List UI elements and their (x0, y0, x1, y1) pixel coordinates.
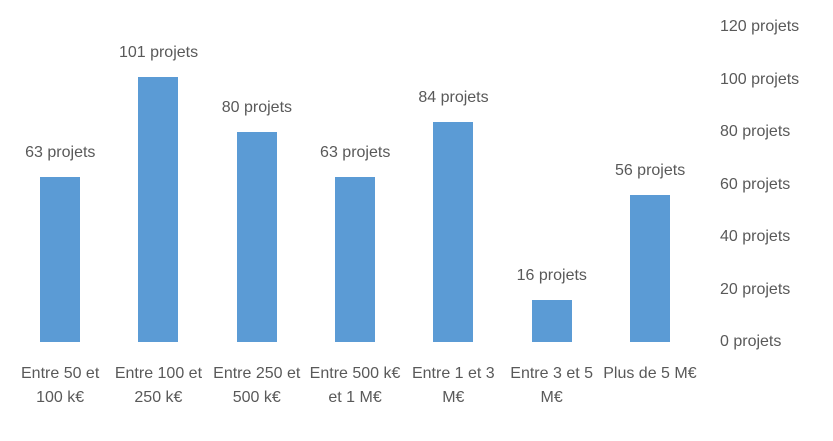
bar (629, 195, 670, 342)
y-tick-label: 0 projets (720, 333, 782, 350)
x-tick-label: Entre 1 et 3 M€ (411, 365, 495, 406)
data-label: 56 projets (614, 162, 686, 179)
data-label: 80 projets (221, 99, 293, 116)
bar (335, 176, 376, 342)
x-tick-label: Entre 100 et 250 k€ (114, 365, 203, 406)
x-tick-label: Plus de 5 M€ (603, 365, 697, 382)
x-tick-label: Entre 50 et 100 k€ (21, 365, 100, 406)
y-tick-label: 40 projets (720, 228, 791, 245)
y-tick-label: 100 projets (720, 70, 800, 88)
bar (138, 76, 179, 342)
data-label: 101 projets (118, 43, 199, 61)
y-tick-label: 120 projets (720, 18, 800, 35)
x-tick-label: Entre 3 et 5 M€ (510, 365, 593, 406)
bar (236, 132, 277, 342)
bar (433, 121, 474, 342)
x-tick-label: Entre 500 k€ et 1 M€ (309, 365, 401, 406)
y-tick-label: 20 projets (720, 280, 791, 298)
data-label: 84 projets (418, 88, 489, 106)
data-label: 63 projets (320, 143, 391, 161)
bar (531, 300, 572, 342)
x-tick-label: Entre 250 et 500 k€ (213, 365, 301, 406)
bar (40, 176, 81, 342)
y-tick-label: 80 projets (720, 123, 791, 140)
data-label: 16 projets (516, 267, 587, 284)
data-label: 63 projets (25, 143, 96, 161)
y-tick-label: 60 projets (720, 175, 791, 193)
